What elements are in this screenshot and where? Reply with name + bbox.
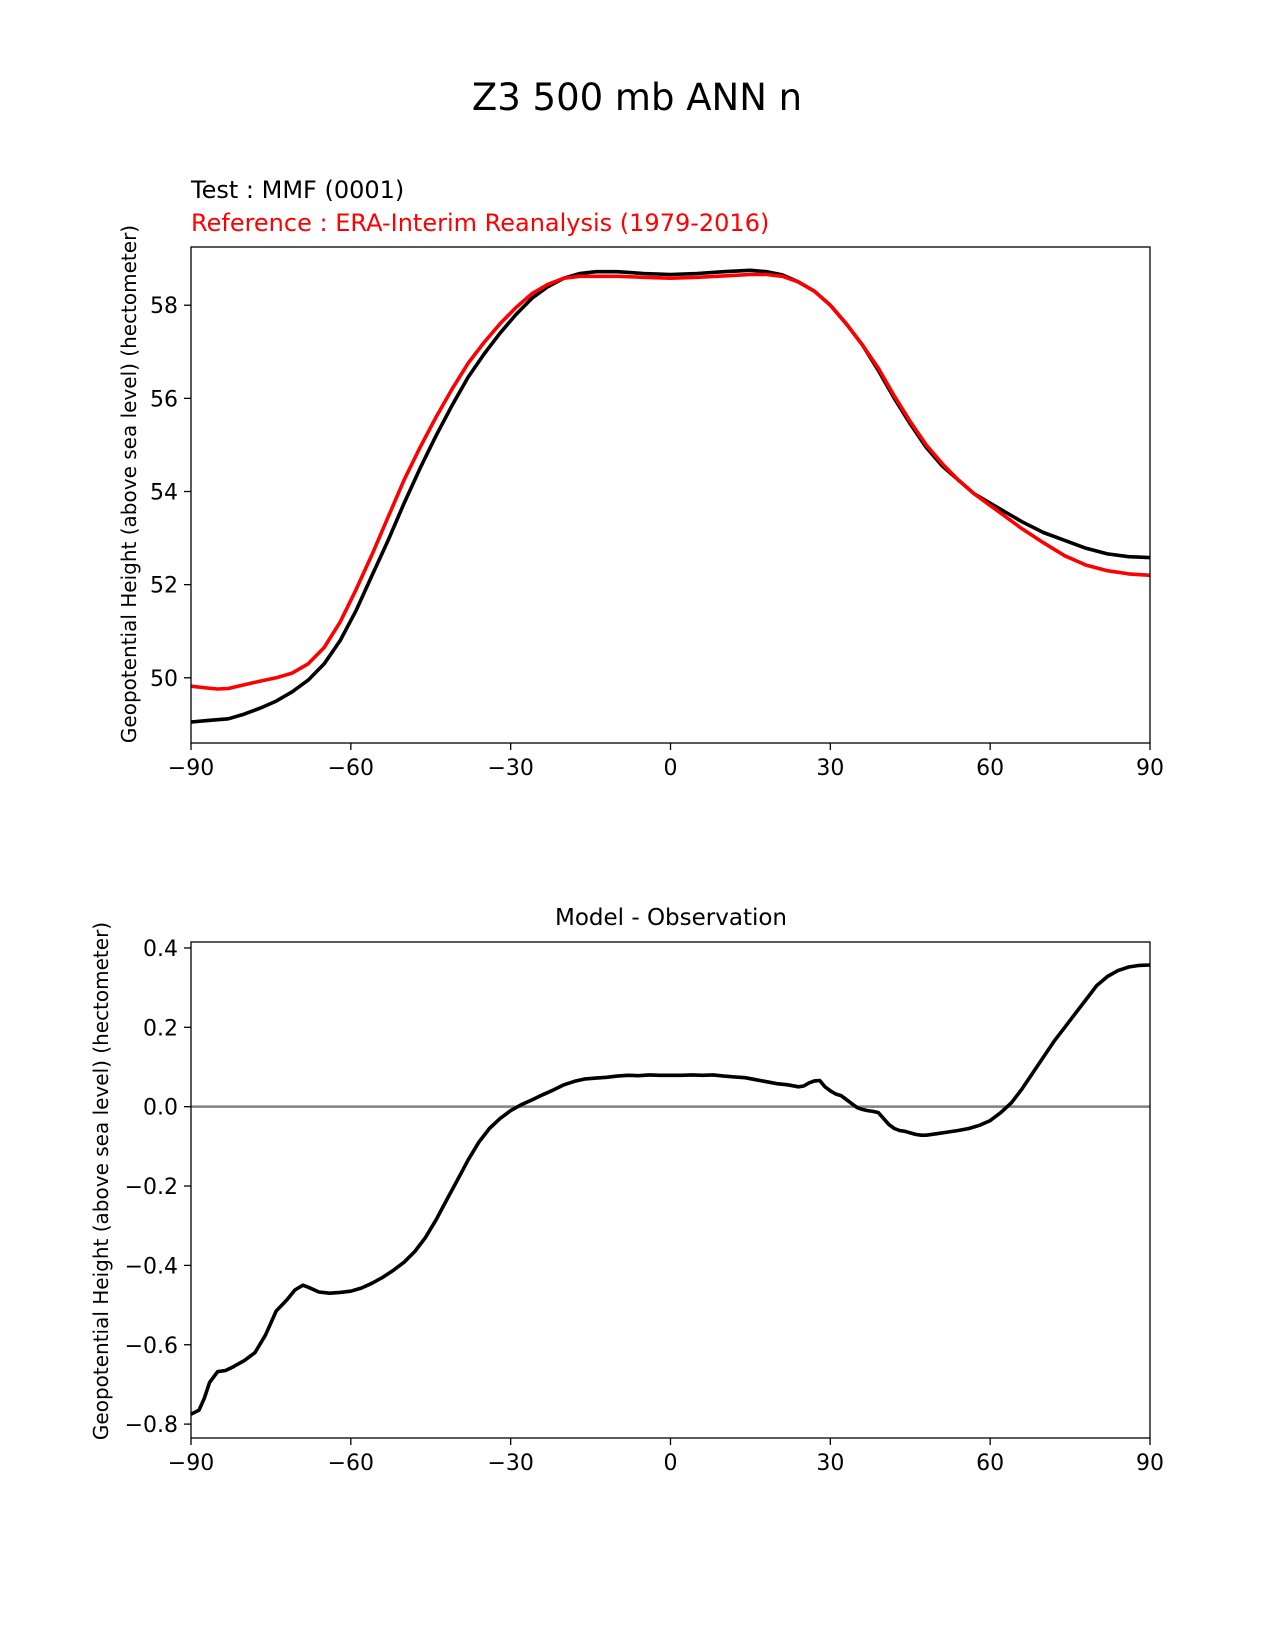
- y-tick-label: −0.2: [125, 1175, 178, 1200]
- bottom-chart-panel: Model - Observation Geopotential Height …: [89, 905, 1164, 1476]
- difference-chart-title: Model - Observation: [555, 905, 787, 931]
- x-tick-label: 60: [976, 1451, 1004, 1476]
- x-tick-label: −60: [328, 756, 374, 781]
- x-tick-label: −30: [487, 1451, 533, 1476]
- top-chart-axes-frame: [190, 246, 1151, 744]
- x-tick-label: 90: [1136, 756, 1164, 781]
- x-tick-label: 60: [976, 756, 1004, 781]
- x-tick-label: −30: [487, 756, 533, 781]
- y-tick-label: 54: [150, 481, 178, 506]
- y-tick-label: 0.4: [143, 937, 178, 962]
- y-tick-label: 58: [150, 294, 178, 319]
- x-tick-label: −90: [168, 1451, 214, 1476]
- y-tick-label: −0.8: [125, 1413, 178, 1438]
- x-tick-label: 30: [816, 1451, 844, 1476]
- test-series-line: [190, 268, 1151, 724]
- x-tick-label: −90: [168, 756, 214, 781]
- difference-series-line: [190, 963, 1151, 1416]
- bottom-chart-ticks: −90 −60 −30 0 30 60 90 0.4 0.2 0.0 −0.2 −0.4 −0.6 −0.…: [125, 937, 1164, 1476]
- y-tick-label: 0.2: [143, 1016, 178, 1041]
- x-tick-label: 30: [816, 756, 844, 781]
- x-tick-label: 0: [664, 1451, 678, 1476]
- top-chart-panel: Test : MMF (0001) Reference : ERA-Interi…: [117, 176, 1164, 781]
- top-chart-lines: [190, 268, 1151, 724]
- reference-series-line: [190, 272, 1151, 691]
- x-tick-label: 90: [1136, 1451, 1164, 1476]
- y-tick-label: −0.4: [125, 1254, 178, 1279]
- y-axis-label: Geopotential Height (above sea level) (h…: [117, 225, 141, 743]
- y-tick-label: 0.0: [143, 1096, 178, 1121]
- top-chart-ticks: −90 −60 −30 0 30 60 90 50 52 54 56 58: [150, 294, 1164, 781]
- figure-title: Z3 500 mb ANN n: [472, 76, 802, 119]
- test-label: Test : MMF (0001): [190, 176, 404, 204]
- reference-label: Reference : ERA-Interim Reanalysis (1979…: [191, 209, 769, 237]
- y-axis-label: Geopotential Height (above sea level) (h…: [89, 922, 113, 1440]
- bottom-chart-lines: [190, 963, 1151, 1416]
- y-tick-label: 52: [150, 574, 178, 599]
- y-tick-label: 50: [150, 667, 178, 692]
- y-tick-label: −0.6: [125, 1334, 178, 1359]
- bottom-chart-axes-frame: [190, 941, 1151, 1439]
- x-tick-label: −60: [328, 1451, 374, 1476]
- y-tick-label: 56: [150, 387, 178, 412]
- x-tick-label: 0: [664, 756, 678, 781]
